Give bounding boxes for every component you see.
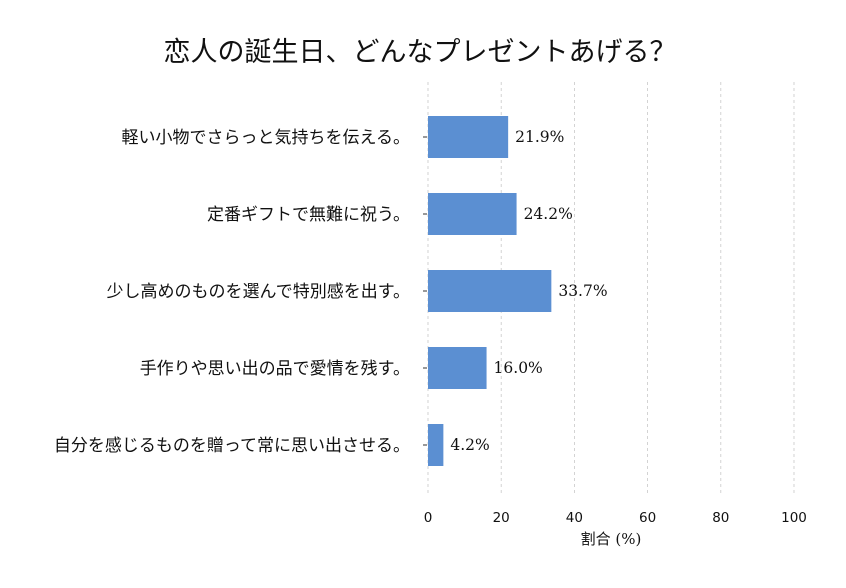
x-tick-label: 0	[424, 510, 433, 526]
x-tick-label: 80	[712, 510, 729, 526]
value-labels: 21.9% 24.2% 33.7% 16.0% 4.2%	[450, 128, 607, 454]
value-label: 33.7%	[558, 282, 607, 300]
bar	[428, 347, 487, 389]
category-label: 手作りや思い出の品で愛情を残す。	[140, 359, 410, 379]
category-label: 少し高めのものを選んで特別感を出す。	[107, 282, 410, 302]
x-tick-label: 60	[639, 510, 656, 526]
value-label: 16.0%	[494, 359, 543, 377]
category-labels: 軽い小物でさらっと気持ちを伝える。定番ギフトで無難に祝う。少し高めのものを選んで…	[54, 128, 427, 456]
bar	[428, 116, 509, 158]
value-label: 4.2%	[450, 436, 489, 454]
bar	[428, 424, 444, 466]
x-axis-ticks: 0 20 40 60 80 100	[424, 510, 807, 526]
x-tick-label: 40	[566, 510, 583, 526]
category-label: 軽い小物でさらっと気持ちを伝える。	[122, 128, 411, 148]
bar	[428, 270, 552, 312]
value-label: 24.2%	[524, 205, 573, 223]
x-tick-label: 20	[493, 510, 510, 526]
bars	[428, 116, 552, 466]
chart-title: 恋人の誕生日、どんなプレゼントあげる？	[164, 37, 677, 68]
category-label: 定番ギフトで無難に祝う。	[207, 205, 410, 225]
x-tick-label: 100	[781, 510, 807, 526]
x-axis-label: 割合 (%)	[581, 530, 642, 548]
value-label: 21.9%	[515, 128, 564, 146]
category-label: 自分を感じるものを贈って常に思い出させる。	[54, 436, 410, 456]
bar	[428, 193, 517, 235]
